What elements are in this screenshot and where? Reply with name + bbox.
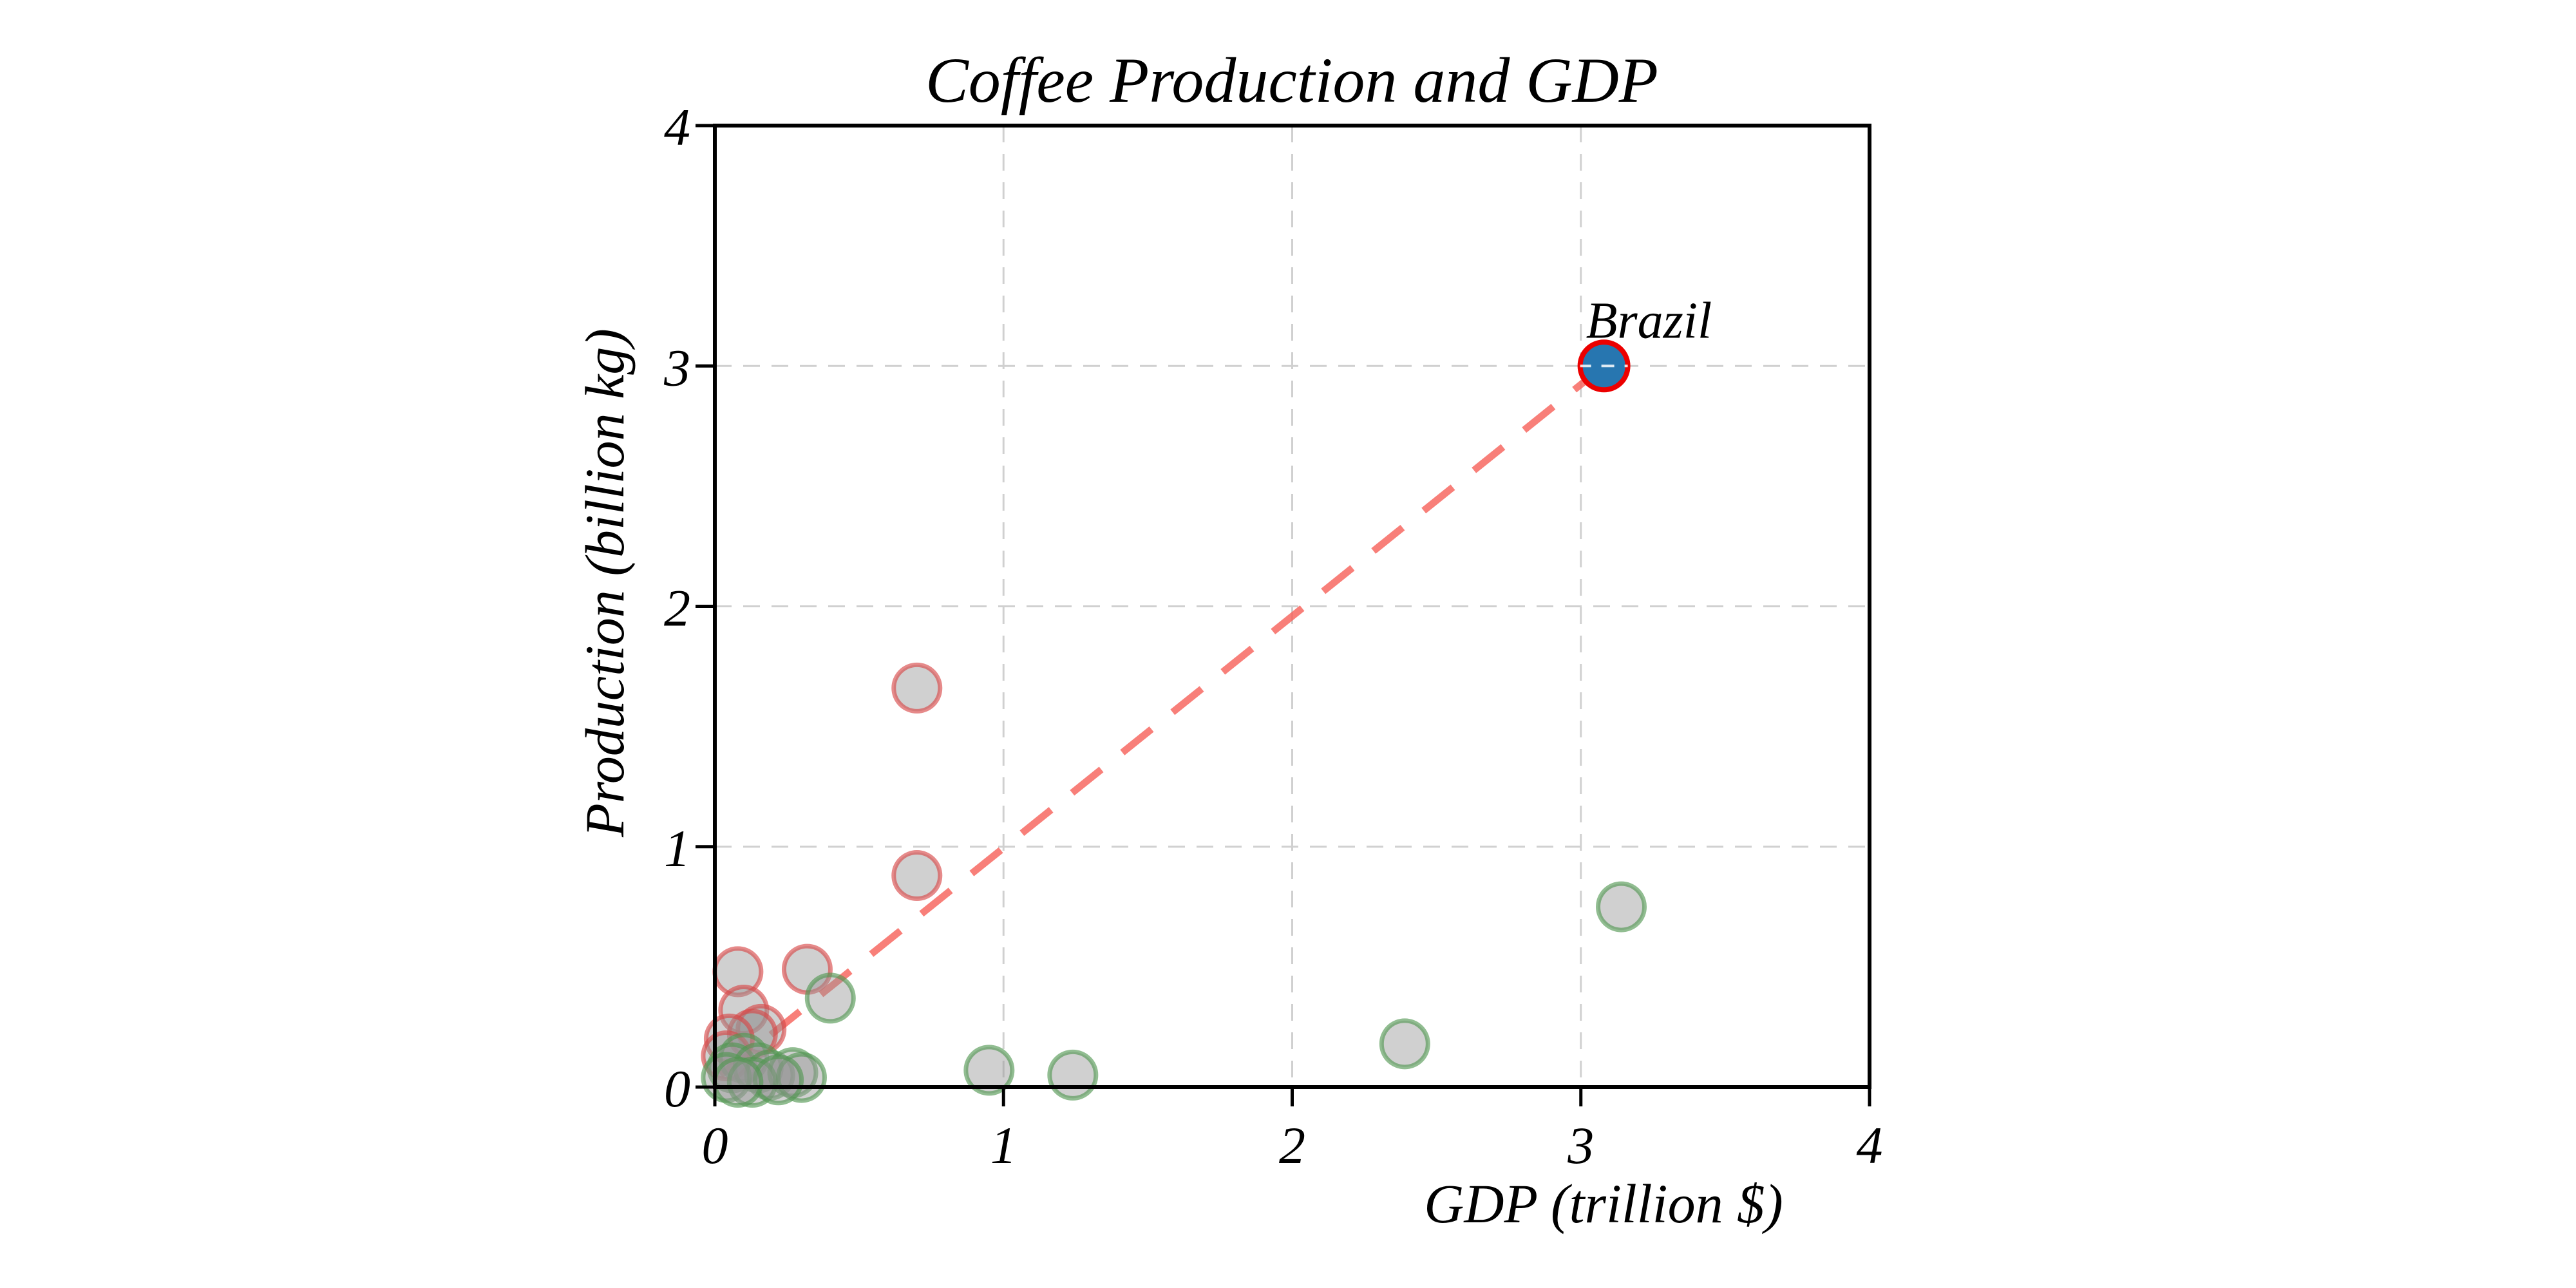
scatter-point <box>712 1057 764 1108</box>
gridlines <box>715 126 1870 1087</box>
scatter-point <box>891 850 943 902</box>
scatter-point <box>753 1054 804 1106</box>
y-tick-label: 1 <box>664 819 690 878</box>
tick-labels: 0 1 2 3 4 0 1 2 3 4 <box>663 98 1883 1175</box>
x-tick-label: 0 <box>702 1116 728 1175</box>
trend-line-layer <box>718 363 1607 1078</box>
scatter-point <box>726 1057 778 1108</box>
scatter-point <box>1047 1049 1099 1101</box>
x-tick-label: 3 <box>1567 1116 1594 1175</box>
highlight-point-layer <box>1577 339 1631 393</box>
scatter-point <box>804 972 856 1024</box>
x-tick-label: 2 <box>1279 1116 1305 1175</box>
x-axis-label: GDP (trillion $) <box>1424 1173 1783 1235</box>
scatter-point <box>1596 881 1647 933</box>
annotation-brazil: Brazil <box>1586 292 1712 349</box>
trend-line <box>718 363 1607 1078</box>
axis-ticks <box>696 124 1871 1106</box>
scatter-point <box>891 662 943 714</box>
scatter-point <box>963 1045 1015 1096</box>
y-tick-label: 4 <box>664 98 690 156</box>
y-tick-label: 3 <box>663 338 690 397</box>
scatter-points-layer <box>701 662 1647 1108</box>
chart-title: Coffee Production and GDP <box>925 44 1658 116</box>
y-tick-label: 2 <box>664 579 690 638</box>
x-tick-label: 4 <box>1857 1116 1883 1175</box>
y-axis-label: Production (billion kg) <box>574 328 636 838</box>
x-tick-label: 1 <box>990 1116 1017 1175</box>
y-tick-label: 0 <box>664 1059 690 1118</box>
scatter-point <box>1379 1018 1430 1070</box>
